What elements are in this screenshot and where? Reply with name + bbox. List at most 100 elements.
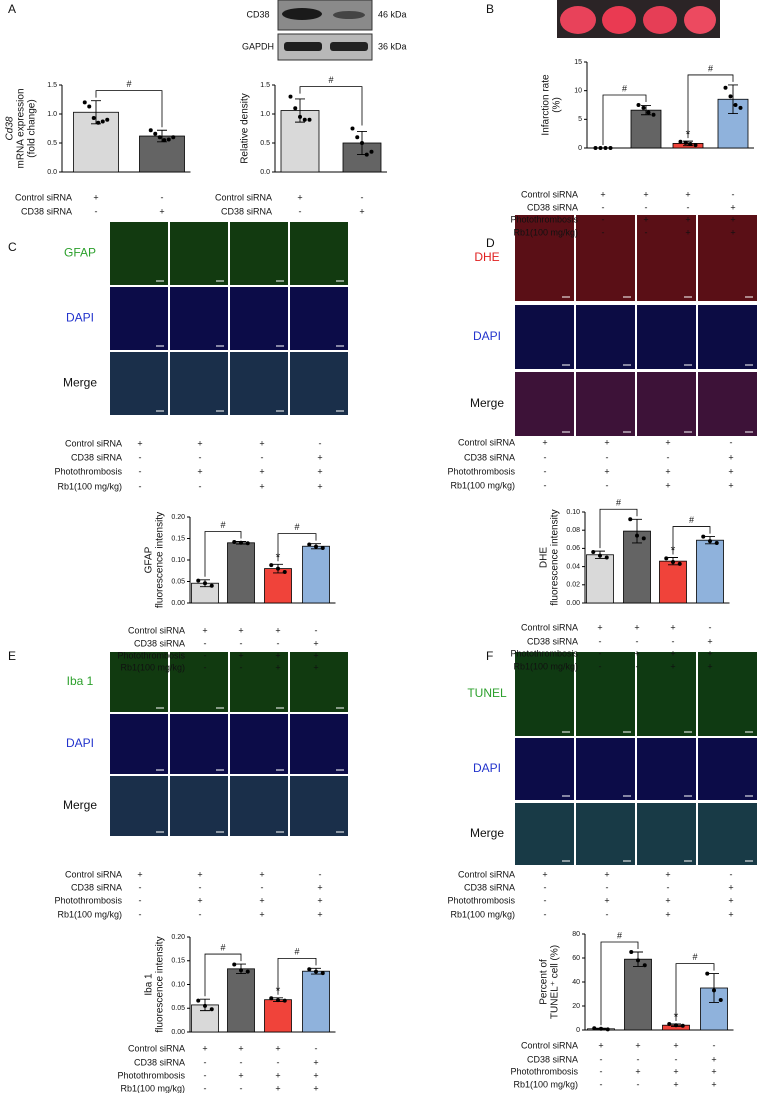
micrograph (110, 652, 168, 712)
condition-label: Photothrombosis (54, 895, 122, 905)
y-tick-label: 1.0 (260, 111, 270, 118)
y-tick-label: 20 (572, 1003, 580, 1010)
condition-label: Rb1(100 mg/kg) (513, 1079, 578, 1089)
panel-label: D (486, 236, 495, 250)
condition-sign: + (275, 625, 280, 635)
data-point (592, 1026, 597, 1031)
micrograph (230, 352, 288, 415)
micrograph (170, 714, 228, 774)
micrograph (637, 803, 696, 865)
condition-sign: - (599, 661, 602, 671)
y-axis-label: fluorescence intensity (155, 512, 166, 608)
y-tick-label: 0.5 (260, 140, 270, 147)
micrograph (230, 776, 288, 836)
data-point (598, 146, 603, 150)
condition-sign: + (665, 437, 670, 447)
condition-sign: + (685, 214, 690, 224)
western-blot (277, 0, 373, 61)
data-point (678, 139, 683, 144)
micrograph (290, 652, 348, 712)
blot-size: 46 kDa (378, 9, 407, 19)
data-point (593, 146, 598, 150)
condition-sign: - (315, 625, 318, 635)
y-tick-label: 60 (572, 955, 580, 962)
condition-sign: - (645, 227, 648, 237)
condition-label: Photothrombosis (510, 1066, 578, 1076)
micrograph (170, 352, 228, 415)
condition-sign: - (675, 1054, 678, 1064)
data-point (350, 126, 355, 131)
condition-label: Photothrombosis (447, 895, 515, 905)
image-row-label: Iba 1 (67, 674, 94, 688)
condition-sign: + (197, 438, 202, 448)
bar (586, 554, 614, 604)
condition-sign: + (297, 192, 302, 202)
micrograph (110, 287, 168, 350)
condition-sign: - (599, 648, 602, 658)
significance-bracket (675, 963, 715, 1021)
significance-star: * (276, 984, 281, 998)
condition-sign: - (139, 895, 142, 905)
y-tick-label: 0.02 (566, 582, 580, 589)
micrograph (698, 803, 757, 865)
condition-label: Photothrombosis (117, 650, 185, 660)
condition-sign: + (600, 189, 605, 199)
error-bar (728, 84, 738, 115)
condition-sign: + (259, 438, 264, 448)
condition-sign: + (317, 466, 322, 476)
y-axis-label: Iba 1 (144, 973, 155, 996)
data-point (599, 1026, 603, 1031)
condition-sign: - (204, 650, 207, 660)
condition-sign: - (199, 882, 202, 892)
condition-sign: - (139, 481, 142, 491)
condition-sign: - (606, 452, 609, 462)
condition-sign: - (204, 662, 207, 672)
condition-label: CD38 siRNA (71, 882, 122, 892)
condition-sign: + (604, 437, 609, 447)
image-row-label: GFAP (64, 246, 96, 260)
y-axis-label: (fold change) (27, 99, 38, 157)
image-row-label: DAPI (66, 736, 94, 750)
micrograph (698, 372, 757, 436)
condition-label: Control siRNA (65, 869, 122, 879)
condition-sign: - (636, 661, 639, 671)
condition-label: Photothrombosis (447, 466, 515, 476)
condition-sign: + (137, 438, 142, 448)
significance-bracket (277, 533, 317, 562)
data-point (232, 962, 237, 967)
condition-label: CD38 siRNA (134, 1057, 185, 1067)
significance-hash: # (220, 520, 225, 530)
significance-star: * (674, 1010, 679, 1024)
data-point (171, 135, 176, 140)
error-bar (632, 518, 642, 544)
y-tick-label: 15 (574, 59, 582, 66)
y-axis-label: DHE (539, 547, 550, 568)
data-point (282, 998, 287, 1003)
image-row-label: Merge (470, 826, 504, 840)
data-point (701, 534, 706, 539)
significance-hash: # (616, 498, 621, 508)
data-point (148, 128, 153, 133)
micrograph (230, 222, 288, 285)
condition-sign: + (313, 1057, 318, 1067)
condition-label: Control siRNA (65, 438, 122, 448)
significance-star: * (671, 544, 676, 558)
micrograph (576, 738, 635, 800)
condition-sign: + (93, 192, 98, 202)
image-row-label: DAPI (473, 329, 501, 343)
condition-sign: + (259, 481, 264, 491)
y-axis-label: mRNA expression (16, 88, 27, 168)
condition-label: Control siRNA (521, 622, 578, 632)
micrograph (290, 776, 348, 836)
condition-sign: + (275, 650, 280, 660)
y-tick-label: 0.04 (566, 563, 580, 570)
image-row-label: DAPI (473, 761, 501, 775)
data-point (298, 114, 302, 119)
image-row-label: Merge (470, 396, 504, 410)
condition-sign: + (728, 909, 733, 919)
condition-sign: + (317, 452, 322, 462)
data-point (276, 566, 280, 571)
condition-sign: - (139, 909, 142, 919)
data-point (314, 544, 318, 549)
condition-sign: + (728, 452, 733, 462)
